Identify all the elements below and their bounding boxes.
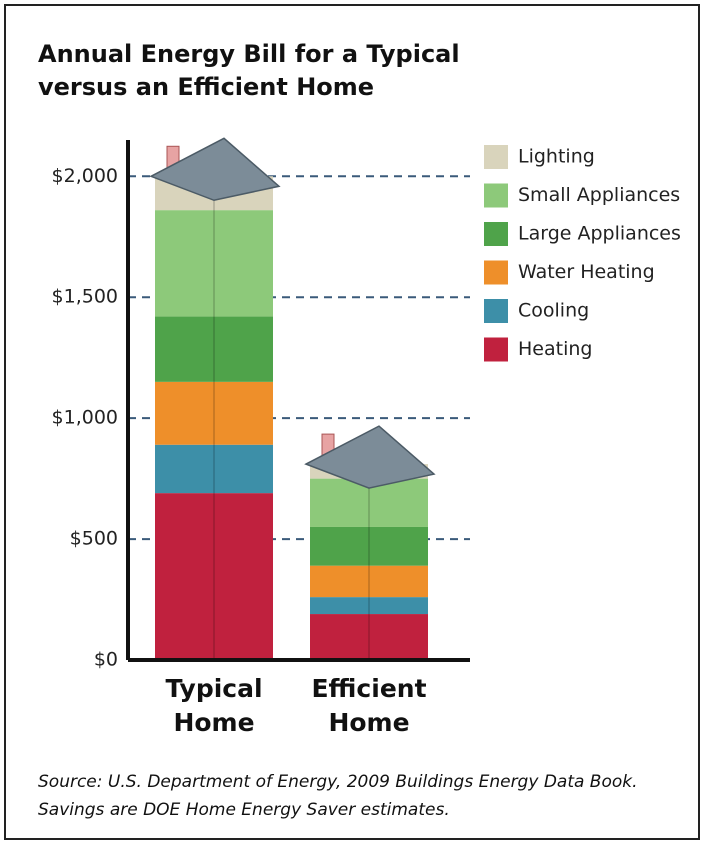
legend-swatch xyxy=(484,222,508,246)
frame xyxy=(4,4,700,840)
legend-swatch xyxy=(484,337,508,362)
roof xyxy=(149,137,281,202)
legend-label: Cooling xyxy=(518,300,589,322)
bar-segment xyxy=(155,444,273,494)
y-tick-label: $1,500 xyxy=(52,286,118,308)
y-tick-label: $1,000 xyxy=(52,407,118,429)
legend-swatch xyxy=(484,145,508,169)
x-tick-label: Typical Home xyxy=(165,674,263,737)
y-tick-label: $500 xyxy=(70,528,118,550)
bar-segment xyxy=(155,381,273,445)
legend-label: Water Heating xyxy=(518,261,655,283)
y-tick-label: $0 xyxy=(94,649,118,671)
bar-segment xyxy=(155,210,273,317)
legend-swatch xyxy=(484,260,508,285)
chart-title: Annual Energy Bill for a Typical versus … xyxy=(38,40,460,101)
legend-label: Large Appliances xyxy=(518,223,681,245)
source-note: Source: U.S. Department of Energy, 2009 … xyxy=(38,772,638,820)
bar-segment xyxy=(310,565,428,598)
legend-label: Lighting xyxy=(518,146,595,168)
legend-label: Heating xyxy=(518,338,592,360)
roof xyxy=(304,425,436,489)
bar-segment xyxy=(155,493,273,660)
legend-swatch xyxy=(484,183,508,208)
bar-segment xyxy=(155,316,273,382)
legend-label: Small Appliances xyxy=(518,184,680,206)
y-tick-label: $2,000 xyxy=(52,165,118,187)
bar-segment xyxy=(310,614,428,660)
bar-segment xyxy=(310,597,428,615)
bar-segment xyxy=(310,526,428,566)
x-tick-label: Efficient Home xyxy=(311,674,427,737)
legend-swatch xyxy=(484,299,508,323)
